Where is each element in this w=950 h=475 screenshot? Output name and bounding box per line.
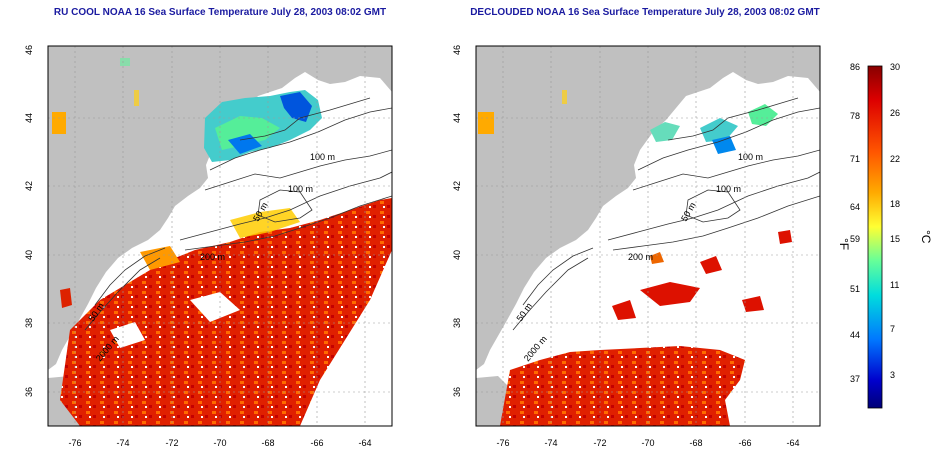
colorbar-f-tick: 64 — [850, 202, 860, 212]
left-lon-tick: -70 — [213, 438, 226, 448]
colorbar-unit-c: °C — [919, 230, 933, 244]
colorbar-c-tick: 15 — [890, 234, 900, 244]
right-lat-tick: 46 — [452, 45, 462, 55]
left-lon-tick: -74 — [116, 438, 129, 448]
left-lat-tick: 36 — [24, 387, 34, 397]
right-lat-tick: 40 — [452, 250, 462, 260]
colorbar-f-tick: 44 — [850, 330, 860, 340]
right-lon-tick: -72 — [593, 438, 606, 448]
left-lat-tick: 44 — [24, 113, 34, 123]
colorbar-f-tick: 37 — [850, 374, 860, 384]
right-contour-label: 100 m — [738, 152, 763, 162]
left-lat-tick: 40 — [24, 250, 34, 260]
left-lon-tick: -66 — [310, 438, 323, 448]
right-lon-tick: -76 — [496, 438, 509, 448]
right-warm-water — [500, 346, 745, 426]
right-contour-label: 200 m — [628, 252, 653, 262]
right-lat-tick: 44 — [452, 113, 462, 123]
right-lon-tick: -64 — [786, 438, 799, 448]
colorbar-f-tick: 59 — [850, 234, 860, 244]
right-contour-label: 100 m — [716, 184, 741, 194]
colorbar-f-tick: 51 — [850, 284, 860, 294]
colorbar-c-tick: 3 — [890, 370, 895, 380]
colorbar-f-tick: 78 — [850, 111, 860, 121]
right-lon-tick: -68 — [689, 438, 702, 448]
right-lat-tick: 42 — [452, 181, 462, 191]
left-lat-tick: 46 — [24, 45, 34, 55]
left-lon-tick: -72 — [165, 438, 178, 448]
left-contour-label: 200 m — [200, 252, 225, 262]
colorbar-f-tick: 71 — [850, 154, 860, 164]
left-lat-tick: 42 — [24, 181, 34, 191]
right-lon-tick: -66 — [738, 438, 751, 448]
left-lon-tick: -64 — [358, 438, 371, 448]
colorbar-c-tick: 11 — [890, 280, 899, 290]
left-map-title: RU COOL NOAA 16 Sea Surface Temperature … — [53, 7, 387, 18]
colorbar-c-tick: 18 — [890, 199, 900, 209]
colorbar-c-tick: 26 — [890, 108, 900, 118]
left-lat-tick: 38 — [24, 318, 34, 328]
right-lon-tick: -74 — [544, 438, 557, 448]
temperature-colorbar: 86 78 71 64 59 51 44 37 30 26 22 18 15 1… — [837, 62, 933, 409]
left-bathymetry-contours — [84, 97, 392, 331]
colorbar-c-tick: 7 — [890, 324, 895, 334]
colorbar-unit-f: °F — [837, 238, 851, 250]
left-contour-label: 100 m — [288, 184, 313, 194]
right-map-title: DECLOUDED NOAA 16 Sea Surface Temperatur… — [470, 7, 820, 18]
colorbar-c-tick: 30 — [890, 62, 900, 72]
left-map: 100 m 100 m 50 m 200 m 50 m 2000 m 46 44… — [24, 45, 393, 448]
left-lon-tick: -68 — [261, 438, 274, 448]
left-lon-tick: -76 — [68, 438, 81, 448]
right-lat-tick: 36 — [452, 387, 462, 397]
colorbar-c-tick: 22 — [890, 154, 900, 164]
left-land — [48, 46, 392, 370]
right-lat-tick: 38 — [452, 318, 462, 328]
colorbar-f-tick: 86 — [850, 62, 860, 72]
colorbar-gradient — [867, 65, 883, 409]
right-land — [476, 46, 820, 370]
right-lon-tick: -70 — [641, 438, 654, 448]
left-contour-label: 100 m — [310, 152, 335, 162]
right-map: 100 m 100 m 50 m 200 m 50 m 2000 m 46 44… — [452, 45, 821, 448]
